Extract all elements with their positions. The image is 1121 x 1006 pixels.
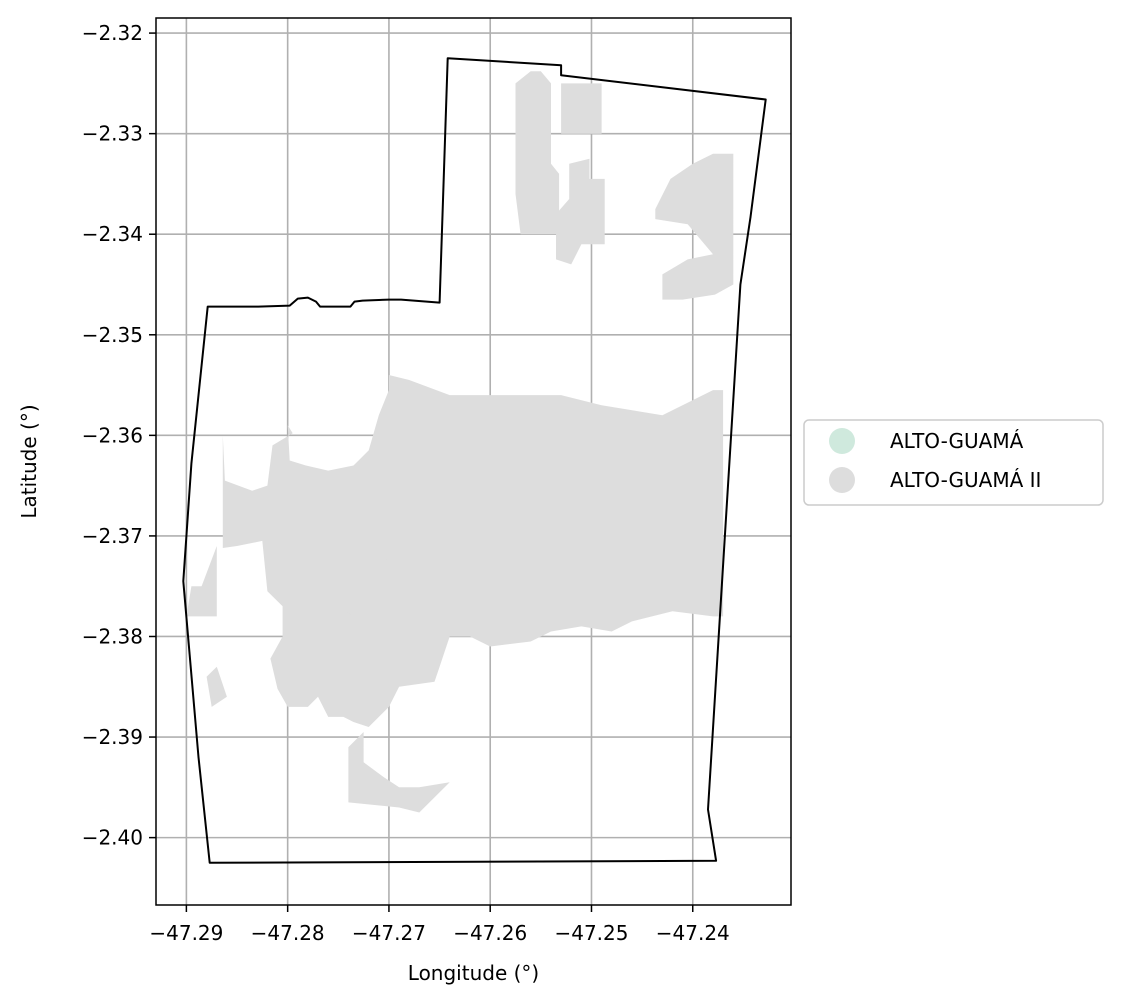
y-tick-label: −2.34 xyxy=(82,222,143,246)
y-tick-label: −2.33 xyxy=(82,122,143,146)
y-tick-label: −2.37 xyxy=(82,524,143,548)
x-tick-label: −47.28 xyxy=(251,921,325,945)
y-tick-label: −2.32 xyxy=(82,21,143,45)
x-tick-label: −47.25 xyxy=(554,921,628,945)
legend-label: ALTO-GUAMÁ II xyxy=(890,468,1041,492)
x-axis-label: Longitude (°) xyxy=(408,961,539,985)
legend-box xyxy=(803,419,1104,506)
x-axis-ticks: −47.29 −47.28 −47.27 −47.26 −47.25 −47.24 xyxy=(149,905,730,945)
territory-region xyxy=(186,546,217,617)
y-tick-label: −2.36 xyxy=(82,423,143,447)
territory-region xyxy=(206,666,227,707)
boundary-outline xyxy=(182,57,767,864)
boundary-polygon xyxy=(182,57,767,864)
territory-region xyxy=(515,71,560,235)
y-tick-label: −2.35 xyxy=(82,323,143,347)
x-tick-label: −47.24 xyxy=(656,921,730,945)
legend-marker xyxy=(829,467,855,493)
x-tick-label: −47.29 xyxy=(149,921,223,945)
y-tick-label: −2.40 xyxy=(82,826,143,850)
y-axis-ticks: −2.32 −2.33 −2.34 −2.35 −2.36 −2.37 −2.38 −2.39… xyxy=(82,21,156,850)
legend-label: ALTO-GUAMÁ xyxy=(890,429,1024,453)
y-tick-label: −2.39 xyxy=(82,725,143,749)
legend-marker xyxy=(829,428,855,454)
territory-region xyxy=(222,375,724,727)
territory-region xyxy=(556,158,605,265)
x-tick-label: −47.26 xyxy=(453,921,527,945)
territory-region xyxy=(655,153,734,300)
territory-region xyxy=(338,546,400,637)
y-tick-label: −2.38 xyxy=(82,624,143,648)
legend: ALTO-GUAMÁ ALTO-GUAMÁ II xyxy=(803,419,1104,506)
territory-region xyxy=(348,732,450,813)
y-axis-label: Latitude (°) xyxy=(17,404,41,518)
x-tick-label: −47.27 xyxy=(352,921,426,945)
plot-frame xyxy=(155,17,792,906)
alto-guama-ii-area xyxy=(186,71,734,813)
territory-region xyxy=(561,83,602,134)
